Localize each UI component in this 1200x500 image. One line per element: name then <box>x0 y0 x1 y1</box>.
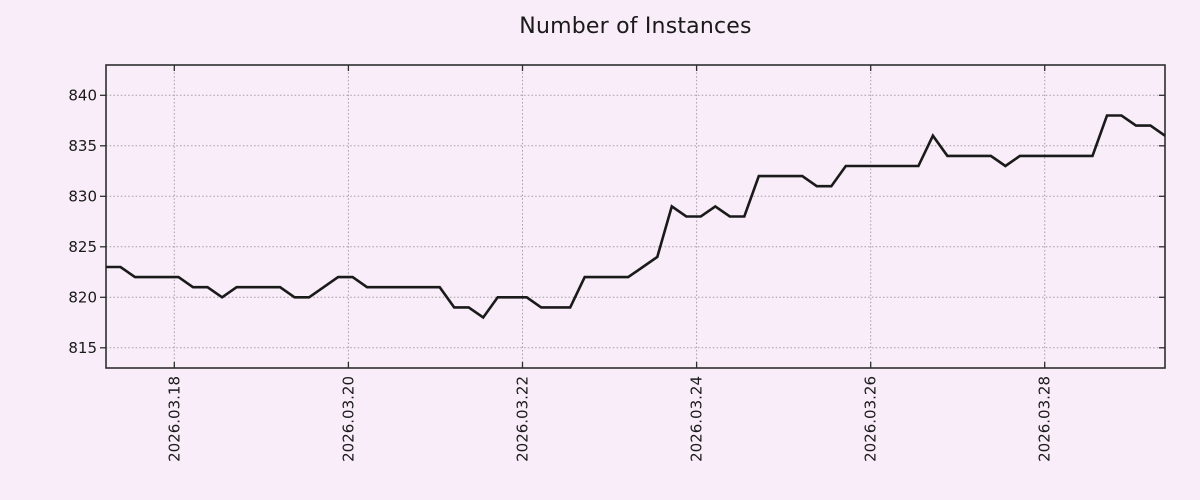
x-tick-label: 2026.03.26 <box>862 376 880 462</box>
x-tick-label: 2026.03.24 <box>688 376 706 462</box>
x-tick-label: 2026.03.22 <box>514 376 532 462</box>
y-tick-label: 820 <box>68 288 97 306</box>
y-tick-label: 830 <box>68 187 97 205</box>
x-tick-label: 2026.03.20 <box>339 376 357 462</box>
y-tick-label: 840 <box>68 86 97 104</box>
plot-border <box>105 64 1166 369</box>
y-tick-label: 815 <box>68 339 97 357</box>
data-series-line <box>106 114 1166 320</box>
x-tick-label: 2026.03.28 <box>1036 376 1054 462</box>
y-tick-label: 835 <box>68 137 97 155</box>
x-tick-label: 2026.03.18 <box>165 376 183 462</box>
y-tick-label: 825 <box>68 238 97 256</box>
chart-title: Number of Instances <box>519 14 752 39</box>
